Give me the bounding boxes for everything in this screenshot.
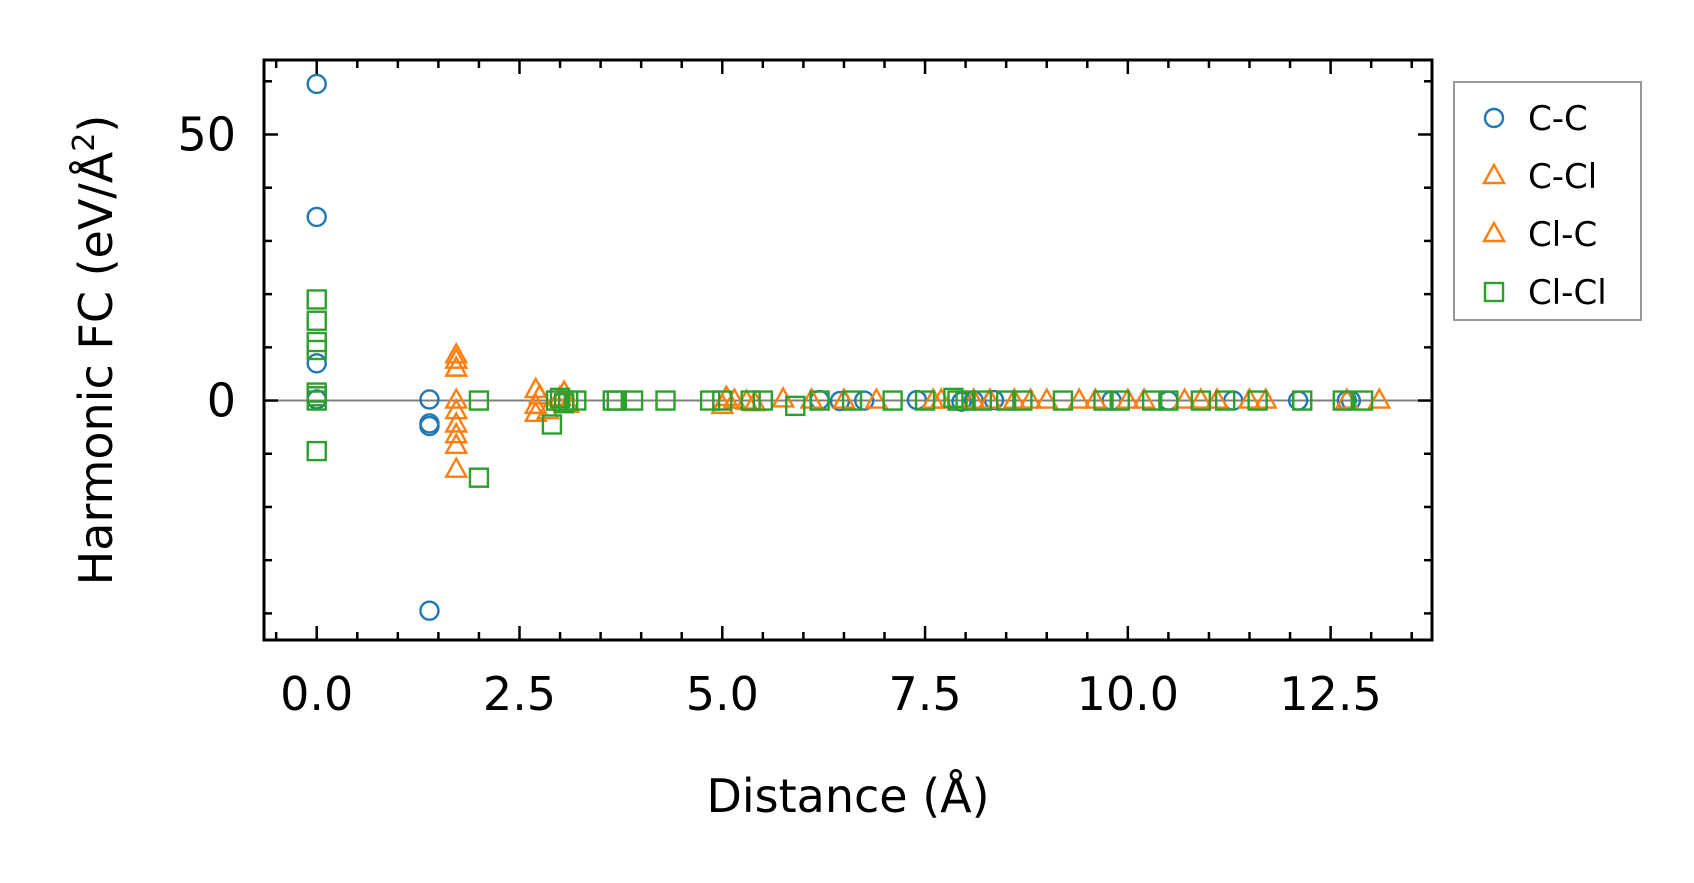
data-point — [1067, 387, 1092, 409]
data-point — [468, 467, 490, 488]
data-point — [1190, 390, 1212, 411]
data-point — [1012, 390, 1033, 411]
data-point — [1247, 390, 1268, 411]
data-point — [712, 390, 733, 411]
legend-item-C-C: C-C — [1483, 99, 1588, 139]
y-axis-label: Harmonic FC (eV/Å2) — [67, 115, 123, 586]
data-point — [740, 390, 761, 411]
data-point — [444, 387, 469, 409]
data-point — [444, 347, 469, 369]
series-Cl-Cl — [306, 289, 1374, 488]
x-tick-label: 5.0 — [686, 667, 759, 721]
data-point — [306, 353, 327, 374]
data-point — [444, 397, 469, 420]
data-point — [1292, 390, 1313, 411]
data-point — [1141, 390, 1163, 411]
data-point — [971, 390, 993, 411]
y-tick-label: 50 — [177, 107, 236, 161]
legend-marker — [1483, 281, 1505, 303]
data-point — [841, 390, 863, 411]
data-point — [468, 390, 490, 411]
data-point — [444, 456, 469, 478]
data-point — [306, 339, 327, 361]
x-tick-label: 0.0 — [280, 667, 353, 721]
data-point — [606, 390, 628, 411]
y-tick-label: 0 — [207, 374, 236, 428]
data-point — [541, 414, 563, 435]
data-point — [306, 289, 327, 310]
data-point — [444, 355, 469, 377]
data-point — [1158, 390, 1179, 411]
legend-items: C-C C-Cl Cl-C Cl-Cl — [1481, 99, 1607, 313]
y-axis-label-main: Harmonic FC (eV/Å — [69, 151, 123, 585]
data-point — [306, 310, 327, 331]
legend-marker — [1481, 220, 1507, 243]
data-point — [1214, 390, 1236, 411]
data-point — [699, 390, 721, 411]
x-tick-label: 10.0 — [1077, 667, 1179, 721]
data-point — [785, 395, 806, 417]
data-point — [943, 387, 964, 409]
data-point — [854, 390, 875, 411]
legend-label: Cl-Cl — [1528, 273, 1607, 313]
data-point — [306, 206, 327, 228]
data-point — [1093, 390, 1114, 411]
data-point — [995, 390, 1017, 411]
data-point — [527, 382, 552, 405]
data-point — [809, 390, 830, 411]
data-point — [1352, 390, 1374, 411]
data-point — [444, 421, 469, 444]
data-point — [955, 390, 976, 411]
ticks-layer — [264, 60, 1432, 640]
data-point — [566, 390, 587, 411]
data-point — [882, 390, 903, 411]
data-point — [1332, 390, 1353, 411]
y-axis-label-close: ) — [69, 115, 123, 133]
data-point — [655, 390, 676, 411]
plot-frame — [262, 58, 1434, 642]
legend-label: Cl-C — [1528, 215, 1597, 255]
data-point — [829, 390, 851, 412]
data-point — [444, 341, 469, 364]
legend-marker — [1481, 162, 1507, 185]
data-point — [419, 600, 440, 621]
legend-marker — [1483, 107, 1505, 129]
data-point — [722, 387, 747, 409]
data-point — [914, 390, 936, 411]
data-point — [306, 73, 327, 95]
data-point — [306, 390, 327, 411]
tick-labels-layer: 0.0 2.5 5.0 7.5 10.0 12.5 0 50 — [177, 107, 1381, 721]
x-tick-label: 7.5 — [888, 667, 961, 721]
data-point — [1034, 387, 1059, 409]
legend: C-C C-Cl Cl-C Cl-Cl — [1453, 81, 1642, 321]
data-point — [419, 415, 440, 437]
legend-item-C-Cl: C-Cl — [1481, 157, 1597, 197]
data-point — [306, 440, 327, 462]
data-point — [553, 393, 575, 414]
data-point — [752, 390, 774, 411]
data-point — [1109, 390, 1130, 411]
data-point — [444, 432, 469, 454]
data-point — [622, 390, 644, 411]
data-point — [929, 387, 954, 409]
legend-label: C-Cl — [1528, 157, 1597, 197]
data-point — [864, 387, 889, 409]
data-points-layer — [306, 73, 1392, 621]
legend-label: C-C — [1528, 99, 1588, 139]
x-tick-label: 12.5 — [1279, 667, 1381, 721]
data-point — [419, 389, 440, 410]
data-point — [444, 411, 469, 433]
data-point — [1367, 387, 1392, 409]
y-axis-label-superscript: 2 — [67, 133, 102, 152]
x-axis-label: Distance (Å) — [706, 769, 989, 823]
legend-item-Cl-C: Cl-C — [1481, 215, 1597, 255]
data-point — [1172, 387, 1197, 409]
data-point — [1052, 390, 1074, 411]
legend-item-Cl-Cl: Cl-Cl — [1483, 273, 1607, 313]
x-tick-label: 2.5 — [483, 667, 556, 721]
data-point — [1188, 387, 1213, 409]
